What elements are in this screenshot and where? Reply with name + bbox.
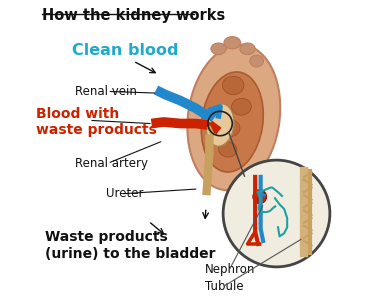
Ellipse shape [222,76,244,95]
Circle shape [253,192,259,198]
Text: Renal artery: Renal artery [75,157,148,170]
Text: Clean blood: Clean blood [72,43,179,58]
Ellipse shape [222,120,240,137]
Text: Renal vein: Renal vein [75,85,137,98]
Ellipse shape [219,142,237,157]
Text: Ureter: Ureter [106,187,143,200]
Ellipse shape [224,37,240,49]
Circle shape [255,189,261,195]
Ellipse shape [240,43,255,55]
Ellipse shape [206,104,234,146]
Circle shape [223,160,330,267]
Ellipse shape [232,98,251,115]
Text: Nephron: Nephron [205,264,255,276]
Circle shape [260,197,266,203]
Ellipse shape [187,45,280,190]
Circle shape [253,190,266,203]
Ellipse shape [211,43,226,55]
Ellipse shape [201,72,263,172]
Circle shape [259,190,264,196]
Circle shape [260,194,266,199]
Text: Waste products
(urine) to the bladder: Waste products (urine) to the bladder [45,230,215,261]
Ellipse shape [250,55,263,67]
Text: How the kidney works: How the kidney works [42,8,225,23]
Text: Tubule: Tubule [205,280,243,293]
Text: Blood with
waste products: Blood with waste products [36,107,157,137]
